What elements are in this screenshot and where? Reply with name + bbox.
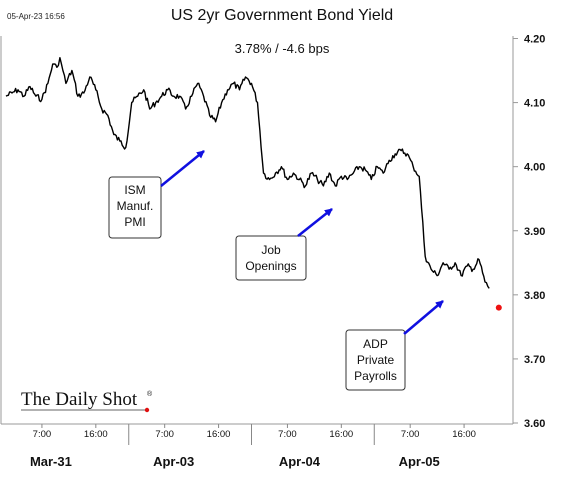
series-layer — [5, 57, 502, 311]
x-day-label: Apr-03 — [153, 454, 194, 469]
x-axis: 7:00 16:00 7:00 16:00 7:00 16:00 7:00 16:00 Mar-… — [30, 424, 476, 469]
y-tick-label: 4.10 — [524, 98, 545, 110]
annotation-ism: ISM Manuf. PMI — [108, 150, 205, 239]
x-time-tick-label: 16:00 — [329, 429, 353, 440]
annotation-ism-line-3: PMI — [124, 215, 145, 229]
x-day-label: Mar-31 — [30, 454, 72, 469]
annotation-jobs-box — [235, 235, 307, 281]
annotation-jobs: Job Openings — [235, 208, 333, 281]
annotation-adp-arrow — [403, 300, 444, 335]
y-axis: 3.60 3.70 3.80 3.90 4.00 4.10 4.20 — [513, 34, 545, 430]
brand-dot — [144, 407, 150, 413]
annotation-adp-box — [345, 329, 406, 391]
annotation-adp-line-2: Private — [357, 353, 395, 367]
y-tick-label: 4.20 — [524, 34, 545, 46]
annotation-ism-box — [108, 176, 162, 239]
x-time-tick-label: 7:00 — [155, 429, 174, 440]
annotation-ism-arrow — [160, 150, 205, 187]
annotations: ISM Manuf. PMI Job Openings ADP Private … — [108, 150, 444, 391]
series-line — [5, 57, 490, 289]
chart-subtitle: 3.78% / -4.6 bps — [235, 41, 330, 56]
annotation-jobs-line-2: Openings — [245, 259, 296, 273]
x-time-tick-label: 7:00 — [401, 429, 420, 440]
x-time-tick-label: 16:00 — [207, 429, 231, 440]
brand-logo: The Daily Shot ® — [21, 389, 153, 413]
x-time-tick-label: 16:00 — [84, 429, 108, 440]
x-time-tick-label: 16:00 — [452, 429, 476, 440]
x-time-tick-label: 7:00 — [278, 429, 297, 440]
x-day-label: Apr-05 — [399, 454, 440, 469]
y-tick-label: 3.80 — [524, 290, 545, 302]
annotation-adp-line-3: Payrolls — [354, 369, 397, 383]
annotation-jobs-line-1: Job — [261, 243, 281, 257]
timestamp: 05-Apr-23 16:56 — [7, 12, 65, 21]
annotation-adp: ADP Private Payrolls — [345, 300, 444, 391]
chart-title: US 2yr Government Bond Yield — [171, 7, 393, 24]
plot-frame — [0, 36, 514, 425]
annotation-ism-line-1: ISM — [124, 183, 145, 197]
annotation-ism-line-2: Manuf. — [117, 199, 154, 213]
y-tick-label: 3.90 — [524, 226, 545, 238]
y-tick-label: 3.70 — [524, 354, 545, 366]
annotation-adp-line-1: ADP — [363, 337, 388, 351]
y-tick-label: 3.60 — [524, 418, 545, 430]
annotation-jobs-arrow — [297, 208, 333, 237]
last-value-marker — [495, 304, 502, 311]
brand-registered-mark: ® — [147, 390, 153, 398]
y-tick-label: 4.00 — [524, 162, 545, 174]
x-time-tick-label: 7:00 — [33, 429, 52, 440]
brand-logo-text: The Daily Shot — [21, 389, 138, 410]
x-day-label: Apr-04 — [279, 454, 321, 469]
